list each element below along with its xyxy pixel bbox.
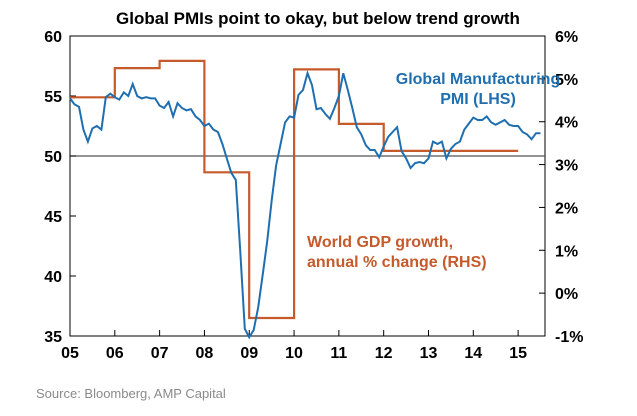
x-tick-label: 12 [375, 345, 393, 362]
y-left-tick-label: 50 [44, 149, 62, 166]
x-tick-label: 09 [240, 345, 258, 362]
plot-area [69, 35, 546, 337]
y-left-tick-label: 35 [44, 329, 62, 346]
y-left-tick-label: 55 [44, 89, 62, 106]
y-right-tick-label: 0% [555, 286, 578, 303]
x-tick-label: 07 [151, 345, 169, 362]
chart-title: Global PMIs point to okay, but below tre… [116, 9, 520, 28]
x-tick-label: 05 [61, 345, 79, 362]
pmi-line [69, 69, 541, 340]
pmi-series-label: Global Manufacturing PMI (LHS) [396, 71, 560, 108]
y-left-tick-label: 40 [44, 269, 62, 286]
x-tick-label: 13 [420, 345, 438, 362]
pmi-gdp-chart: Global PMIs point to okay, but below tre… [44, 9, 583, 362]
y-left-tick-label: 60 [44, 29, 62, 46]
source-note: Source: Bloomberg, AMP Capital [36, 386, 226, 401]
x-tick-label: 08 [196, 345, 214, 362]
y-right-tick-label: -1% [555, 329, 583, 346]
x-tick-label: 06 [106, 345, 124, 362]
y-right-tick-label: 2% [555, 200, 578, 217]
x-tick-label: 11 [330, 345, 347, 362]
y-right-tick-label: 5% [555, 72, 578, 89]
y-right-tick-label: 4% [555, 115, 578, 132]
x-tick-label: 14 [464, 345, 482, 362]
y-right-tick-label: 3% [555, 158, 578, 175]
x-tick-label: 15 [509, 345, 527, 362]
y-left-tick-label: 45 [44, 209, 62, 226]
gdp-series-label: World GDP growth, annual % change (RHS) [307, 234, 487, 271]
y-right-tick-label: 6% [555, 29, 578, 46]
y-right-tick-label: 1% [555, 243, 578, 260]
gdp-growth-line [70, 59, 519, 320]
x-tick-label: 10 [285, 345, 303, 362]
